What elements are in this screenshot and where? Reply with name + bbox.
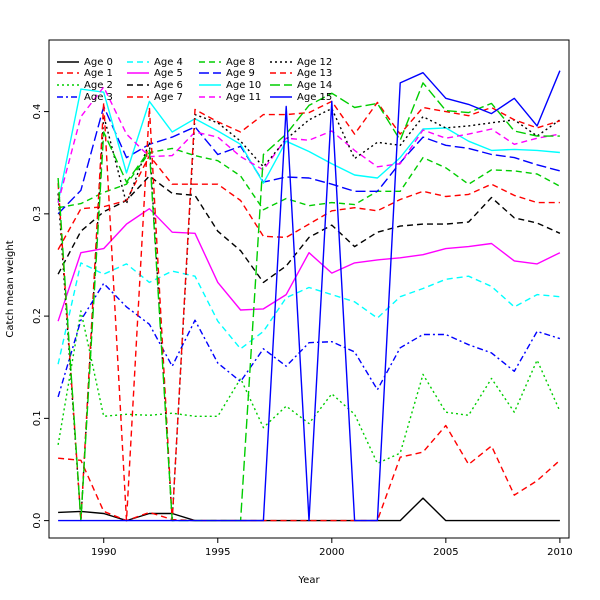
- legend-label: Age 3: [84, 92, 113, 103]
- legend-label: Age 5: [154, 68, 183, 79]
- y-axis-label: Catch mean weight: [5, 240, 16, 337]
- legend-label: Age 11: [226, 92, 261, 103]
- series-line-age-8: [57, 147, 561, 211]
- legend-label: Age 8: [226, 57, 255, 68]
- series-line-age-4: [57, 262, 560, 365]
- series-line-age-15: [58, 70, 561, 522]
- legend-label: Age 9: [226, 68, 255, 79]
- y-tick-label: 0.4: [32, 104, 43, 120]
- legend-label: Age 12: [297, 57, 332, 68]
- legend-label: Age 7: [154, 92, 183, 103]
- plot-frame: [48, 39, 570, 539]
- series-line-age-5: [57, 207, 561, 322]
- series-line-age-7: [57, 154, 560, 250]
- legend-label: Age 15: [297, 92, 332, 103]
- legend-label: Age 0: [84, 57, 113, 68]
- y-tick-label: 0.3: [32, 206, 43, 222]
- plot-area: [48, 39, 570, 539]
- series-line-age-13: [57, 100, 561, 522]
- series-line-age-12: [57, 107, 561, 522]
- legend-label: Age 6: [154, 80, 183, 91]
- y-tick-label: 0.1: [32, 410, 43, 426]
- x-axis: 1990 1995 2000 2005 2010: [91, 538, 573, 558]
- legend-label: Age 2: [84, 80, 113, 91]
- series-line-age-10: [57, 88, 560, 203]
- series-line-age-9: [57, 105, 561, 215]
- x-tick-label: 2010: [547, 547, 572, 558]
- series-line-age-3: [57, 282, 561, 398]
- legend-label: Age 4: [154, 57, 183, 68]
- legend-label: Age 10: [226, 80, 261, 91]
- x-axis-label: Year: [297, 575, 320, 586]
- series-line-age-6: [57, 175, 561, 284]
- x-tick-label: 1990: [91, 547, 116, 558]
- y-axis: 0.0 0.1 0.2 0.3 0.4: [32, 104, 49, 529]
- series-line-age-2: [57, 310, 561, 465]
- legend-label: Age 1: [84, 68, 113, 79]
- legend-label: Age 13: [297, 68, 332, 79]
- x-tick-label: 2000: [319, 547, 344, 558]
- legend-label: Age 14: [297, 80, 332, 91]
- x-tick-label: 1995: [205, 547, 230, 558]
- series-line-age-11: [57, 86, 561, 203]
- y-tick-label: 0.0: [32, 513, 43, 529]
- series-layer: [57, 70, 561, 522]
- y-tick-label: 0.2: [32, 308, 43, 324]
- series-line-age-14: [57, 82, 560, 522]
- series-line-age-1: [58, 424, 561, 522]
- x-tick-label: 2005: [433, 547, 458, 558]
